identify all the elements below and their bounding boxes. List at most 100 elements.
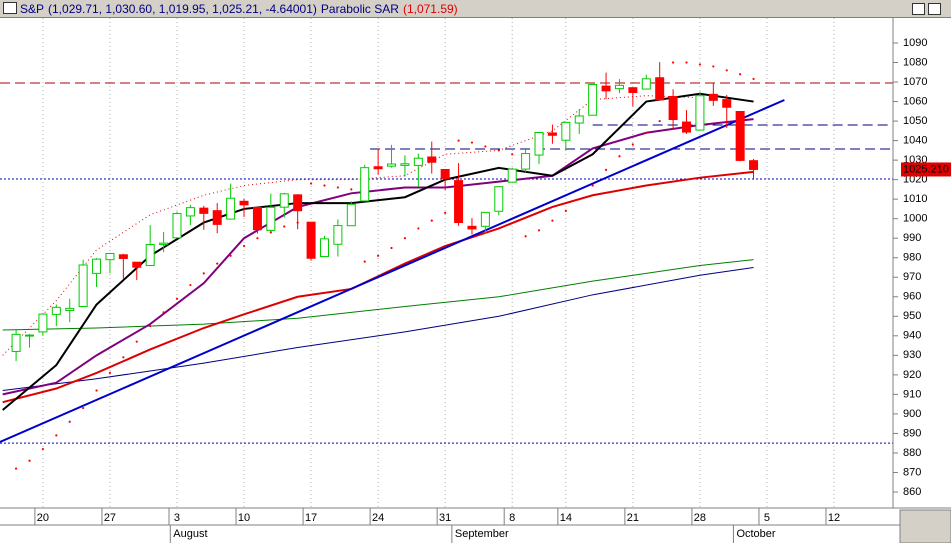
sar-dot [242,244,246,248]
candle-body [641,78,651,90]
y-tick-label: 1020 [903,174,927,186]
y-tick-label: 1040 [903,135,927,147]
sar-dot [672,61,675,64]
candle-body [11,333,21,352]
x-tick-label: 10 [238,512,250,524]
y-tick-label: 930 [903,349,921,361]
candle-body [105,252,115,261]
sar-dot [403,237,407,240]
candle-body [212,210,222,225]
sar-label: Parabolic SAR [320,2,399,16]
indicator-line [2,259,754,331]
sar-dot [350,188,353,191]
sar-dot [229,254,232,257]
sar-dot [296,221,299,224]
sar-dot [444,211,447,214]
sar-dot [390,246,393,250]
sar-value-label: (1,071.59) [402,2,458,16]
x-tick-label: 12 [828,512,840,524]
sar-dot [14,467,18,470]
candle-body [413,157,423,166]
sar-dot [149,324,152,328]
sar-dot [68,420,71,423]
sar-dot [323,184,326,187]
candle-body [574,115,584,124]
sar-dot [658,119,661,123]
indicator-line [2,118,754,396]
x-tick-label: 3 [174,512,180,524]
candle-body [695,95,705,131]
sar-dot [189,283,192,287]
candle-body [400,163,410,166]
sar-dot [645,131,648,134]
candle-body [467,225,477,230]
sar-dot [122,356,125,359]
y-tick-label: 890 [903,427,921,439]
y-tick-label: 1080 [903,56,927,68]
candle-body [172,213,182,239]
y-tick-label: 910 [903,388,921,400]
y-tick-label: 920 [903,369,921,381]
title-bar: S&P (1,029.71, 1,030.60, 1,019.95, 1,025.… [0,0,951,18]
candle-body [132,261,142,268]
close-button[interactable] [928,3,941,15]
month-label: October [736,528,775,540]
candle-body [65,307,75,311]
sar-dot [28,459,31,462]
sar-dot [417,227,420,230]
candle-body [655,77,665,101]
candle-body [51,306,61,315]
restore-button[interactable] [912,3,925,15]
x-tick-label: 21 [627,512,639,524]
sar-dot [82,406,85,410]
sar-dot [162,311,165,314]
indicator-line [0,99,785,443]
sar-dot [108,371,112,375]
x-tick-label: 20 [37,512,49,524]
sar-dot [430,219,433,222]
candle-body [722,99,732,108]
candle-body [601,85,611,92]
sar-dot [256,237,259,240]
candle-body [266,206,276,231]
y-tick-label: 1070 [903,76,927,88]
candle-body [239,200,249,206]
x-tick-label: 14 [560,512,572,524]
candle-body [78,264,88,308]
candle-body [306,221,316,259]
candle-body [252,206,262,231]
candle-body [199,207,209,214]
x-tick-label: 8 [509,512,515,524]
sar-dot [309,182,313,185]
candle-body [373,166,383,170]
x-tick-label: 28 [694,512,706,524]
y-tick-label: 860 [903,486,921,498]
sar-dot [175,297,179,300]
month-label: August [173,528,207,540]
candle-body [588,83,598,116]
candle-body [480,211,490,227]
chart-icon [3,2,17,14]
y-tick-label: 900 [903,408,921,420]
candle-body [614,84,624,90]
plot [0,18,893,508]
candle-body [534,132,544,156]
candle-body [708,93,718,101]
y-tick-label: 1060 [903,95,927,107]
candle-body [185,207,195,217]
sar-dot [537,229,541,232]
sar-dot [363,260,366,263]
candle-body [24,334,34,337]
sar-dot [497,149,500,152]
month-label: September [455,528,509,540]
sar-dot [377,254,380,257]
indicator-line [2,92,754,411]
candle-body [346,203,356,227]
sar-dot [551,219,554,222]
candle-body [38,313,48,333]
y-tick-label: 1000 [903,213,927,225]
sar-dot [698,63,702,66]
ohlc-label: (1,029.71, 1,030.60, 1,019.95, 1,025.21,… [48,2,317,16]
candle-body [360,167,370,202]
